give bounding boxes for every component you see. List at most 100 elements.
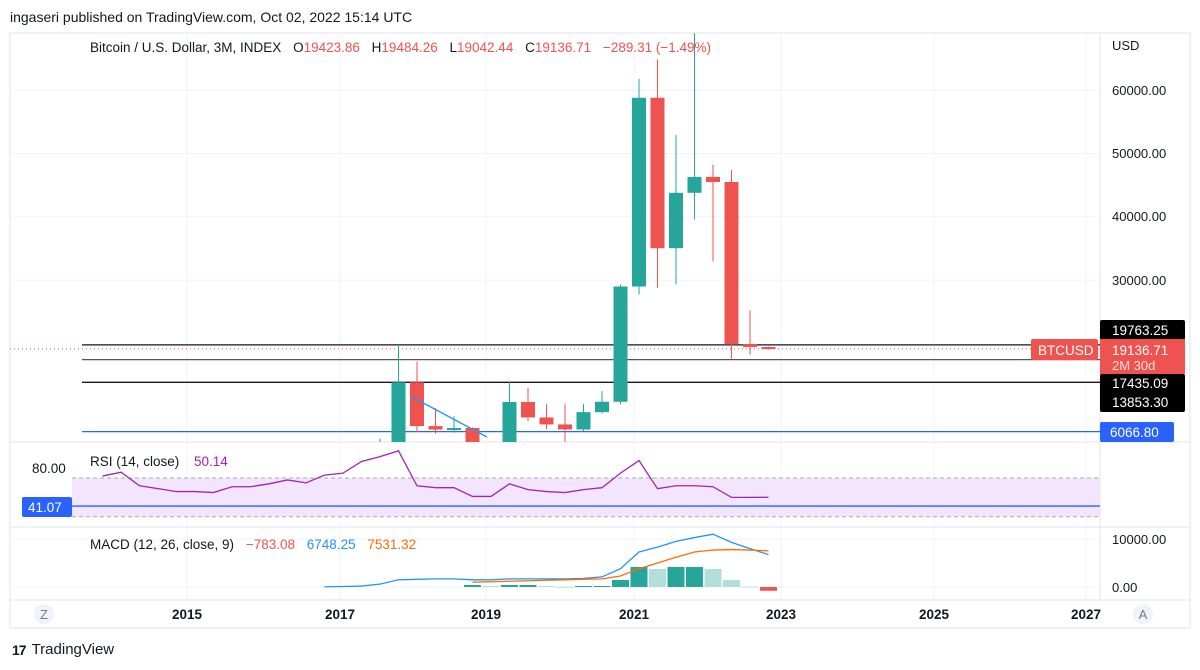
symbol-tag — [1031, 339, 1098, 360]
time-tick: 2019 — [471, 607, 501, 622]
symbol-title: Bitcoin / U.S. Dollar, 3M, INDEX — [90, 40, 281, 55]
candle-body — [761, 347, 776, 350]
tradingview-logo-icon: 17 — [12, 641, 27, 658]
candle-body — [447, 428, 461, 431]
rsi-level-text: 41.07 — [28, 500, 62, 515]
close-label: C — [525, 40, 535, 55]
blue-level-text: 6066.80 — [1110, 425, 1159, 440]
low-label: L — [450, 40, 458, 55]
rsi-line — [102, 450, 769, 499]
macd-histogram-bar — [464, 584, 481, 587]
candle-body — [373, 443, 387, 455]
macd-histogram-bar — [482, 585, 500, 587]
candle-body — [465, 428, 480, 442]
signal-value: 7531.32 — [367, 537, 416, 552]
macd-histogram-bar — [538, 585, 555, 587]
open-value: 19423.86 — [304, 40, 360, 55]
time-tick: 2017 — [325, 607, 355, 622]
symbol-tag-text: BTCUSD — [1038, 343, 1094, 358]
macd-histogram-bar — [760, 587, 777, 591]
candles — [373, 33, 776, 455]
a-label: A — [1139, 607, 1148, 622]
ohlc-legend: Bitcoin / U.S. Dollar, 3M, INDEX O19423.… — [90, 40, 711, 55]
rsi-pane — [72, 450, 1100, 518]
rsi-value: 50.14 — [194, 454, 228, 469]
time-tick: 2021 — [619, 607, 650, 622]
candle-body — [632, 97, 646, 287]
macd-pane — [324, 533, 777, 591]
macd-histogram-bar — [630, 566, 648, 587]
z-label: Z — [40, 607, 48, 622]
horizontal-lines — [10, 344, 1100, 433]
brand-name: TradingView — [31, 641, 115, 658]
macd-histogram-bar — [556, 586, 574, 588]
macd-histogram-bar — [501, 584, 518, 587]
last-price-text: 19136.71 — [1112, 343, 1168, 358]
macd-tick: 10000.00 — [1112, 532, 1166, 547]
macd-histogram-bar — [593, 585, 611, 587]
macd-histogram-bar — [575, 585, 592, 587]
macd-legend: MACD (12, 26, close, 9) −783.08 6748.25 … — [90, 537, 416, 552]
macd-histogram-bar — [612, 579, 629, 587]
publish-info: ingaseri published on TradingView.com, O… — [10, 9, 413, 25]
candle-body — [502, 402, 517, 442]
candle-body — [391, 382, 406, 442]
price-tick: 60000.00 — [1112, 83, 1166, 98]
candle-body — [724, 181, 739, 345]
high-value: 19484.26 — [381, 40, 437, 55]
candle-body — [650, 97, 665, 249]
candle-body — [521, 402, 535, 418]
footer: 17 TradingView — [12, 641, 114, 658]
candle-body — [613, 286, 628, 402]
candle-body — [558, 424, 572, 430]
macd-histogram-bar — [704, 569, 722, 587]
time-tick: 2025 — [919, 607, 950, 622]
rsi-tick: 80.00 — [32, 461, 66, 476]
chart-border — [9, 32, 1191, 629]
macd-hist-value: −783.08 — [246, 537, 295, 552]
low-value: 19042.44 — [457, 40, 514, 55]
macd-histogram-bar — [519, 584, 537, 587]
high-label: H — [372, 40, 382, 55]
price-tick: 50000.00 — [1112, 146, 1166, 161]
currency-label: USD — [1112, 38, 1139, 53]
candle-body — [539, 417, 554, 425]
auto-scale-button[interactable]: A — [1133, 604, 1153, 624]
trend-line-drawing[interactable] — [411, 396, 488, 438]
zoom-reset-button[interactable]: Z — [34, 604, 54, 624]
candle-body — [687, 176, 702, 193]
macd-histogram-bar — [686, 566, 703, 587]
high-price-label — [1100, 320, 1185, 340]
macd-title: MACD (12, 26, close, 9) — [90, 537, 234, 552]
macd-histogram-bar — [667, 566, 685, 587]
time-tick: 2015 — [172, 607, 203, 622]
macd-line — [324, 533, 769, 588]
rsi-band — [72, 478, 1100, 517]
level-label-2: 13853.30 — [1112, 395, 1168, 410]
macd-histogram-bar — [649, 569, 666, 587]
candle-body — [428, 426, 443, 430]
close-value: 19136.71 — [535, 40, 591, 55]
candle-body — [669, 192, 683, 249]
time-tick: 2023 — [766, 607, 797, 622]
rsi-title: RSI (14, close) — [90, 454, 179, 469]
macd-tick: 0.00 — [1112, 580, 1137, 595]
candle-body — [743, 344, 757, 348]
blue-level-label — [1100, 422, 1174, 442]
macd-histogram-bar — [741, 586, 759, 588]
signal-line — [472, 548, 769, 583]
time-axis: 2015 2017 2019 2021 2023 2025 2027 — [172, 607, 1101, 622]
level-label-1: 17435.09 — [1112, 376, 1168, 391]
candle-body — [576, 412, 591, 430]
rsi-level-label — [22, 497, 72, 517]
macd-value: 6748.25 — [307, 537, 356, 552]
price-tick: 30000.00 — [1112, 273, 1166, 288]
macd-histogram-bar — [723, 579, 740, 587]
bar-countdown: 2M 30d — [1112, 358, 1155, 373]
time-tick: 2027 — [1071, 607, 1101, 622]
last-price-label — [1100, 339, 1185, 374]
grid — [10, 33, 1100, 600]
open-label: O — [293, 40, 304, 55]
